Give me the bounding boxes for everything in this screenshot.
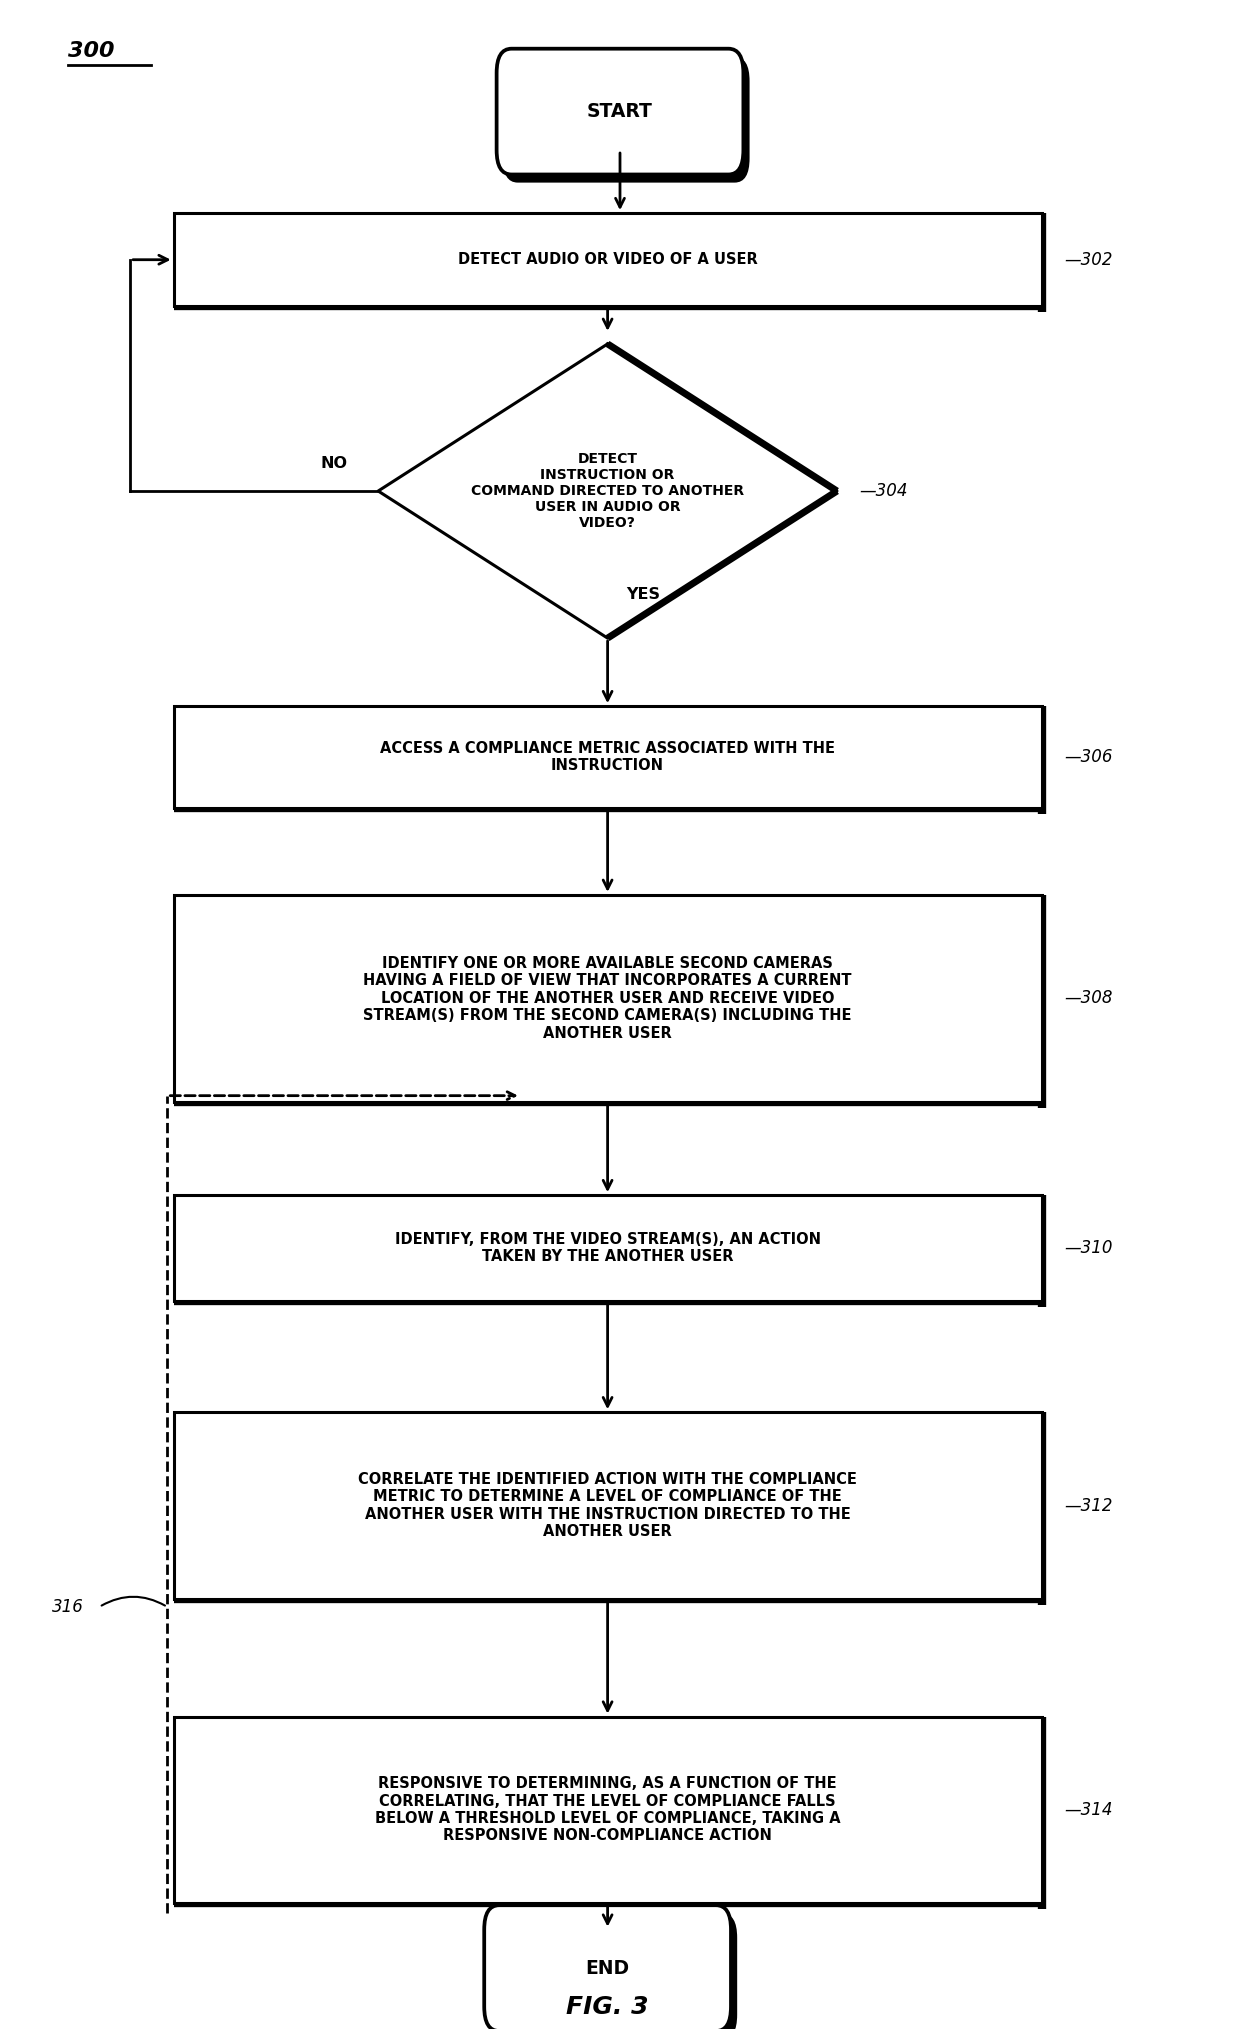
Bar [174, 706, 1042, 808]
Text: END: END [585, 1958, 630, 1978]
Bar [174, 1412, 1042, 1599]
Bar [174, 213, 1042, 306]
Text: FIG. 3: FIG. 3 [567, 1995, 649, 2019]
FancyBboxPatch shape [496, 49, 743, 174]
Text: NO: NO [320, 457, 347, 471]
FancyBboxPatch shape [490, 1913, 737, 2029]
FancyBboxPatch shape [484, 1905, 730, 2029]
Text: —304: —304 [859, 483, 908, 499]
Text: IDENTIFY ONE OR MORE AVAILABLE SECOND CAMERAS
HAVING A FIELD OF VIEW THAT INCORP: IDENTIFY ONE OR MORE AVAILABLE SECOND CA… [363, 956, 852, 1041]
Text: YES: YES [626, 586, 660, 601]
Text: —314: —314 [1064, 1802, 1112, 1818]
Text: START: START [587, 101, 653, 122]
FancyBboxPatch shape [503, 57, 749, 183]
Text: —312: —312 [1064, 1497, 1112, 1514]
Text: CORRELATE THE IDENTIFIED ACTION WITH THE COMPLIANCE
METRIC TO DETERMINE A LEVEL : CORRELATE THE IDENTIFIED ACTION WITH THE… [358, 1471, 857, 1540]
Bar [174, 1717, 1042, 1903]
Text: —310: —310 [1064, 1240, 1112, 1256]
Text: DETECT AUDIO OR VIDEO OF A USER: DETECT AUDIO OR VIDEO OF A USER [458, 252, 758, 268]
Bar [174, 1195, 1042, 1301]
Bar [174, 895, 1042, 1102]
Text: RESPONSIVE TO DETERMINING, AS A FUNCTION OF THE
CORRELATING, THAT THE LEVEL OF C: RESPONSIVE TO DETERMINING, AS A FUNCTION… [374, 1775, 841, 1844]
Text: DETECT
INSTRUCTION OR
COMMAND DIRECTED TO ANOTHER
USER IN AUDIO OR
VIDEO?: DETECT INSTRUCTION OR COMMAND DIRECTED T… [471, 452, 744, 530]
Text: 300: 300 [68, 41, 114, 61]
Text: 316: 316 [52, 1599, 84, 1615]
Text: —302: —302 [1064, 252, 1112, 268]
Text: IDENTIFY, FROM THE VIDEO STREAM(S), AN ACTION
TAKEN BY THE ANOTHER USER: IDENTIFY, FROM THE VIDEO STREAM(S), AN A… [394, 1232, 821, 1264]
Text: —306: —306 [1064, 749, 1112, 765]
Text: —308: —308 [1064, 990, 1112, 1006]
Text: ACCESS A COMPLIANCE METRIC ASSOCIATED WITH THE
INSTRUCTION: ACCESS A COMPLIANCE METRIC ASSOCIATED WI… [381, 741, 835, 773]
